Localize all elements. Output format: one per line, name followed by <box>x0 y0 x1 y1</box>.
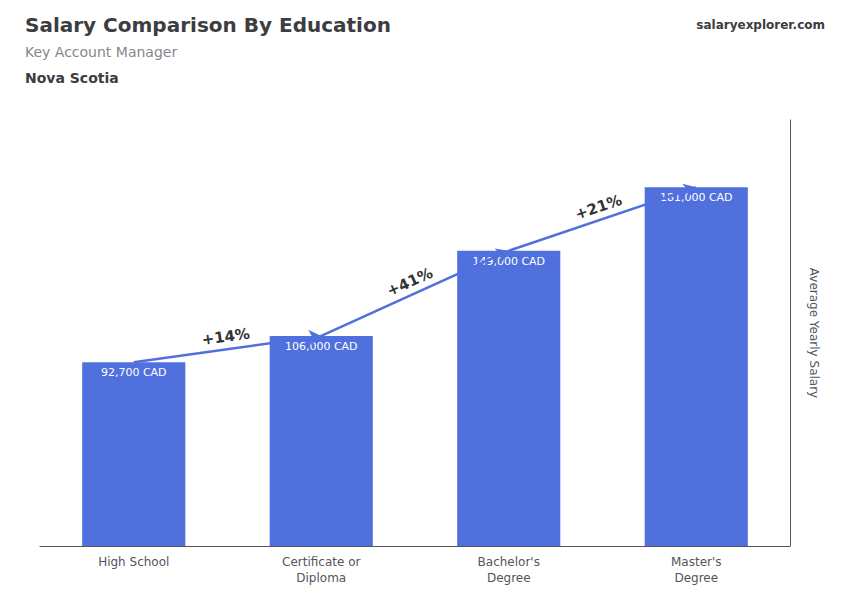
svg-text:Degree: Degree <box>487 571 531 585</box>
svg-text:salaryexplorer.com: salaryexplorer.com <box>696 18 825 32</box>
svg-text:Degree: Degree <box>674 571 718 585</box>
svg-text:Nova Scotia: Nova Scotia <box>25 70 119 86</box>
svg-text:Bachelor's: Bachelor's <box>478 555 540 569</box>
svg-text:Certificate or: Certificate or <box>282 555 360 569</box>
svg-text:106,000 CAD: 106,000 CAD <box>285 340 358 353</box>
svg-text:+21%: +21% <box>573 191 625 224</box>
svg-text:149,000 CAD: 149,000 CAD <box>472 254 546 268</box>
svg-text:181,000 CAD: 181,000 CAD <box>660 191 733 204</box>
svg-text:Salary Comparison By Education: Salary Comparison By Education <box>25 13 391 37</box>
svg-text:Average Yearly Salary: Average Yearly Salary <box>807 268 821 398</box>
svg-text:Master's: Master's <box>671 555 722 569</box>
svg-text:92,700 CAD: 92,700 CAD <box>101 366 167 379</box>
svg-text:+41%: +41% <box>384 264 436 300</box>
svg-text:Key Account Manager: Key Account Manager <box>25 44 177 60</box>
svg-text:High School: High School <box>98 555 169 569</box>
svg-text:Diploma: Diploma <box>296 571 346 585</box>
svg-text:+14%: +14% <box>201 324 251 349</box>
